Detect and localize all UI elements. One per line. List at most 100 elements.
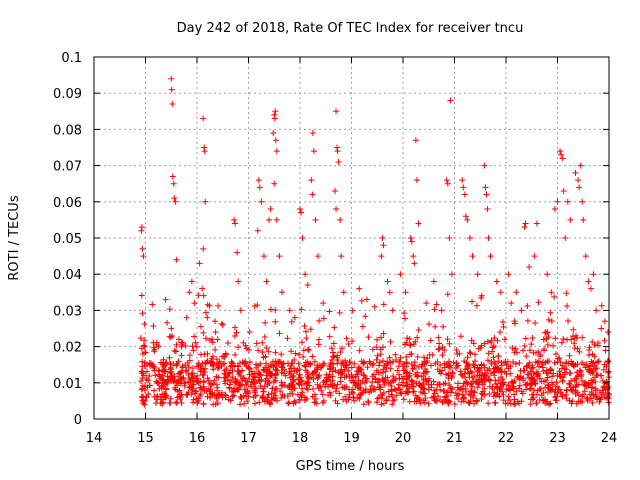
data-point	[503, 386, 510, 393]
data-point	[332, 367, 339, 374]
data-point	[245, 393, 252, 400]
data-point	[491, 343, 498, 350]
data-point	[544, 329, 551, 336]
data-point	[168, 86, 175, 93]
x-tick-label: 18	[292, 431, 309, 446]
data-point	[395, 381, 402, 388]
data-point	[500, 324, 507, 331]
data-point	[557, 148, 564, 155]
data-point	[150, 339, 157, 346]
data-point	[489, 344, 496, 351]
data-point	[197, 323, 204, 330]
data-point	[549, 373, 556, 380]
data-point	[221, 367, 228, 374]
data-point	[272, 396, 279, 403]
data-point	[265, 377, 272, 384]
data-point	[585, 278, 592, 285]
data-point	[458, 385, 465, 392]
data-point	[376, 362, 383, 369]
data-point	[348, 389, 355, 396]
data-point	[376, 384, 383, 391]
data-point	[403, 354, 410, 361]
data-point	[168, 361, 174, 368]
data-point	[242, 378, 249, 385]
data-point	[267, 306, 274, 313]
data-point	[271, 115, 278, 122]
data-point	[402, 289, 409, 296]
data-point	[444, 180, 451, 187]
data-point	[316, 317, 323, 324]
data-point	[535, 348, 542, 355]
data-point	[474, 271, 481, 278]
data-point	[270, 130, 277, 137]
data-point	[213, 356, 220, 363]
data-point	[479, 381, 486, 388]
data-point	[185, 379, 192, 386]
data-point	[384, 358, 391, 365]
data-point	[431, 390, 438, 397]
data-point	[547, 366, 554, 373]
data-point	[406, 385, 413, 392]
data-point	[205, 377, 212, 384]
data-point	[300, 354, 307, 361]
data-point	[138, 224, 145, 231]
data-point	[388, 383, 395, 390]
data-point	[190, 396, 197, 403]
data-point	[237, 372, 244, 379]
data-point	[237, 401, 244, 408]
data-point	[443, 177, 450, 184]
data-point	[295, 374, 302, 381]
data-point	[411, 260, 418, 267]
data-point	[260, 253, 267, 260]
data-point	[455, 362, 462, 369]
data-point	[576, 184, 583, 191]
data-point	[319, 391, 326, 398]
data-point	[138, 386, 145, 393]
data-point	[284, 335, 291, 342]
data-point	[169, 101, 176, 108]
data-point	[255, 347, 262, 354]
data-point	[423, 369, 430, 376]
data-point	[422, 365, 429, 372]
x-tick-label: 17	[240, 431, 257, 446]
data-point	[384, 278, 391, 285]
data-point	[592, 374, 599, 381]
data-point	[559, 378, 566, 385]
data-point	[175, 336, 182, 343]
data-point	[192, 339, 199, 346]
data-point	[214, 365, 221, 372]
data-point	[503, 361, 510, 368]
data-point	[393, 392, 400, 399]
data-point	[491, 335, 498, 342]
data-point	[329, 377, 336, 384]
data-point	[203, 335, 210, 342]
data-point	[231, 216, 238, 223]
data-point	[475, 367, 482, 374]
data-point	[380, 242, 387, 249]
data-point	[271, 180, 278, 187]
data-point	[310, 148, 317, 155]
data-point	[460, 184, 467, 191]
data-point	[596, 389, 603, 396]
data-point	[264, 368, 271, 375]
data-point	[299, 235, 306, 241]
data-point	[517, 367, 524, 374]
data-point	[296, 366, 303, 373]
data-point	[466, 349, 473, 356]
data-point	[244, 388, 251, 395]
data-point	[190, 347, 197, 354]
data-point	[276, 253, 283, 260]
data-point	[563, 290, 570, 297]
data-point	[538, 378, 545, 385]
data-point	[203, 359, 210, 366]
data-point	[448, 271, 455, 278]
data-point	[571, 345, 578, 352]
data-point	[303, 385, 310, 392]
data-point	[178, 352, 185, 359]
data-point	[441, 347, 448, 354]
data-point	[464, 354, 471, 361]
data-point	[469, 253, 476, 260]
data-point	[299, 339, 306, 346]
data-point	[414, 334, 421, 341]
data-point	[488, 339, 495, 346]
